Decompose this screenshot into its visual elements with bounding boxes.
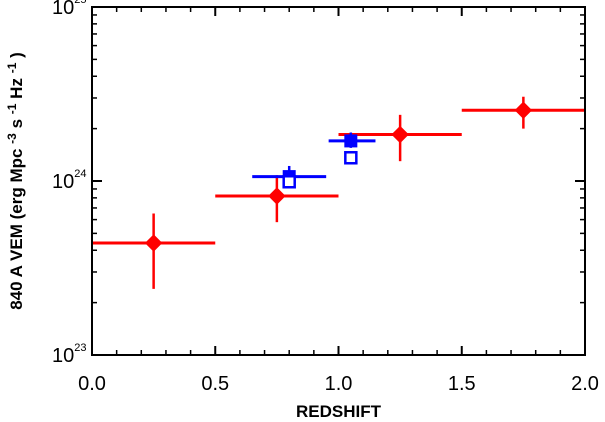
blue-open-point-1 xyxy=(282,175,296,189)
x-ticks: 0.0 0.5 1.0 1.5 2.0 xyxy=(78,7,599,395)
ylabel-prefix: 840 A VEM (erg Mpc xyxy=(7,149,26,310)
y-ticks: 1023 1024 1025 xyxy=(52,0,585,367)
x-tick-label: 0.5 xyxy=(201,373,229,395)
red-point-4 xyxy=(514,101,533,119)
x-tick-label: 1.5 xyxy=(448,373,476,395)
plot-layer xyxy=(92,96,585,289)
plot-frame xyxy=(91,6,586,356)
y-tick-label: 1025 xyxy=(52,0,87,19)
ylabel-exp-1: -3 xyxy=(5,133,19,144)
x-tick-label: 0.0 xyxy=(78,373,106,395)
ylabel-suffix: ) xyxy=(7,52,26,58)
blue-open-point-2 xyxy=(344,151,358,165)
ylabel-middle-2: Hz xyxy=(7,78,26,99)
x-tick-label: 2.0 xyxy=(571,373,599,395)
y-tick-label: 1024 xyxy=(52,168,87,193)
y-tick-label: 1023 xyxy=(52,342,87,367)
svg-text:840 A VEM (erg Mpc -3: 840 A VEM (erg Mpc -3 s -1 Hz -1 ) xyxy=(1,52,26,310)
red-point-1 xyxy=(144,234,163,252)
ylabel-middle-1: s xyxy=(7,119,26,128)
ylabel-exp-2: -1 xyxy=(5,103,19,114)
blue-filled-point-2 xyxy=(344,134,358,148)
red-point-2 xyxy=(268,187,286,205)
y-axis-label: 840 A VEM (erg Mpc -3 s -1 Hz -1 ) xyxy=(1,52,26,310)
x-axis-label: REDSHIFT xyxy=(296,402,382,421)
red-point-3 xyxy=(391,125,409,144)
x-tick-label: 1.0 xyxy=(325,373,353,395)
ylabel-exp-3: -1 xyxy=(5,62,19,73)
